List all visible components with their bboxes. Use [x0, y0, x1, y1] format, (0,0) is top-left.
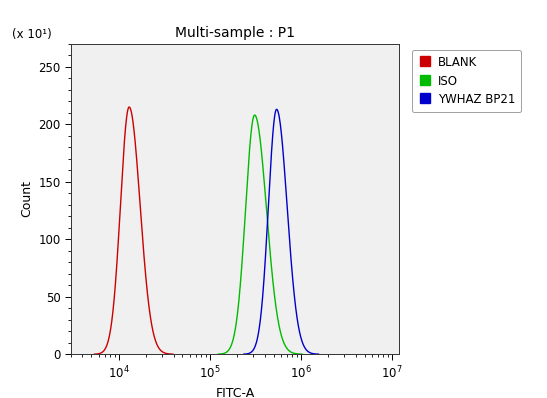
Text: (x 10¹): (x 10¹): [12, 28, 52, 41]
Title: Multi-sample : P1: Multi-sample : P1: [175, 26, 295, 40]
X-axis label: FITC-A: FITC-A: [216, 387, 255, 398]
Legend: BLANK, ISO, YWHAZ BP21: BLANK, ISO, YWHAZ BP21: [412, 50, 521, 112]
Y-axis label: Count: Count: [20, 181, 33, 217]
